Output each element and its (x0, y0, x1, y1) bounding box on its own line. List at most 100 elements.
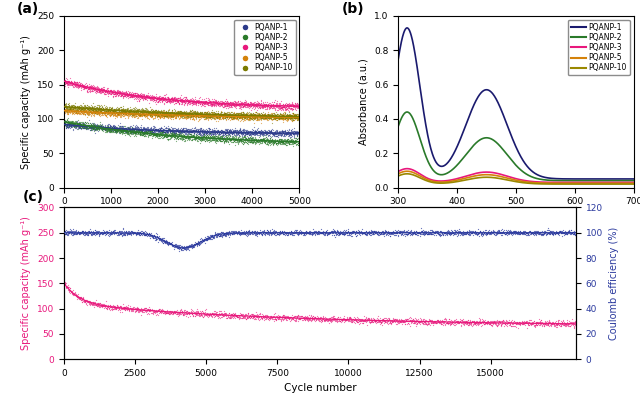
Point (141, 307, 151, 314)
Point (468, 321, 478, 327)
Point (274, 229, 284, 236)
Point (184, 110, 194, 117)
Point (182, 98, 192, 105)
Point (115, 89, 125, 95)
Point (178, 133, 188, 140)
Point (218, 231, 228, 237)
Point (497, 230, 507, 236)
Point (240, 115, 250, 121)
Point (250, 102, 260, 109)
Point (95, 86, 106, 93)
Point (125, 306, 136, 312)
Point (509, 320, 520, 326)
Point (542, 227, 552, 233)
Point (158, 110, 168, 116)
Point (289, 115, 299, 121)
Point (281, 113, 291, 119)
Point (181, 128, 191, 134)
Point (255, 131, 266, 138)
Point (147, 126, 157, 132)
Point (544, 229, 554, 235)
Point (183, 129, 193, 136)
Point (245, 110, 255, 116)
Point (227, 231, 237, 237)
Point (69, 79, 79, 85)
Point (94, 228, 104, 234)
Point (69, 121, 79, 128)
Point (289, 115, 299, 121)
Point (83, 105, 93, 111)
Point (147, 129, 157, 135)
Point (237, 115, 248, 121)
Point (286, 129, 296, 136)
Point (204, 111, 214, 118)
Point (78, 86, 88, 93)
Point (557, 318, 568, 324)
Point (526, 230, 536, 236)
Point (158, 94, 168, 100)
Point (243, 114, 253, 120)
Point (206, 115, 216, 122)
Point (328, 316, 339, 323)
Point (270, 128, 280, 135)
Point (367, 229, 378, 235)
Point (108, 229, 118, 235)
Point (248, 112, 259, 118)
Point (210, 101, 220, 107)
Point (132, 307, 143, 313)
Point (340, 231, 350, 238)
Point (465, 321, 476, 328)
Point (198, 113, 208, 120)
Point (205, 310, 215, 316)
Point (278, 139, 288, 146)
Point (62, 119, 72, 125)
Point (217, 102, 227, 109)
Point (169, 112, 179, 118)
Point (284, 229, 294, 235)
Point (270, 131, 280, 138)
Point (289, 229, 300, 235)
Point (239, 110, 250, 117)
Point (227, 102, 237, 108)
Point (264, 115, 275, 122)
Point (89, 113, 99, 119)
Point (172, 109, 182, 116)
Point (241, 131, 251, 138)
Point (75, 124, 85, 130)
Point (166, 124, 176, 130)
Point (202, 136, 212, 142)
Point (218, 115, 228, 122)
Point (187, 128, 197, 134)
Point (429, 229, 439, 235)
Point (118, 109, 129, 115)
Point (122, 127, 132, 134)
Point (472, 320, 482, 326)
Point (285, 112, 295, 119)
Point (445, 229, 455, 236)
Point (171, 112, 181, 119)
Point (406, 231, 416, 238)
Point (259, 111, 269, 118)
Point (106, 109, 116, 115)
Point (279, 130, 289, 136)
Point (153, 127, 163, 133)
Point (499, 229, 509, 235)
Point (211, 136, 221, 142)
Point (159, 308, 170, 314)
Point (464, 231, 474, 238)
Point (138, 106, 148, 113)
Point (150, 108, 160, 114)
Point (294, 230, 305, 236)
Point (88, 112, 99, 119)
Point (328, 229, 339, 235)
Point (204, 99, 214, 105)
Point (225, 132, 235, 139)
Point (107, 103, 117, 110)
Point (324, 229, 334, 236)
Point (122, 109, 132, 116)
Point (269, 139, 280, 146)
Point (159, 92, 170, 98)
Point (286, 317, 296, 324)
Point (239, 132, 250, 139)
Point (176, 111, 186, 117)
